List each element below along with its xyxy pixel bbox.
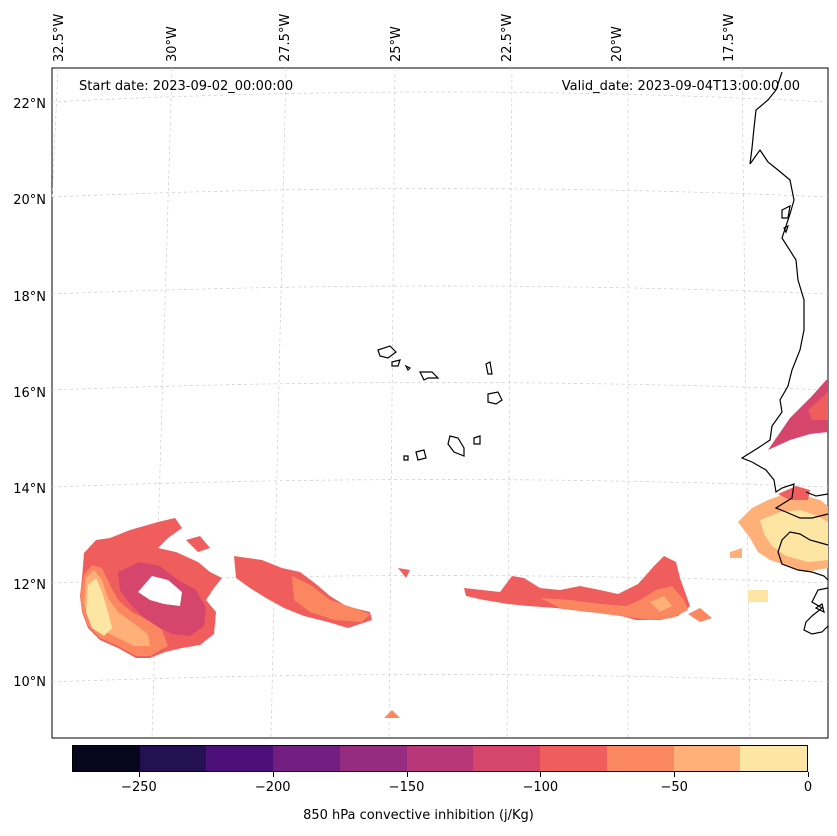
colorbar-tick-label: −150 — [388, 780, 425, 795]
valid-date-label: Valid_date: 2023-09-04T13:00:00.00 — [561, 79, 800, 94]
cin-region-africa-north-a — [808, 392, 828, 420]
colorbar-segment — [540, 746, 607, 771]
lon-label: 17.5°W — [722, 13, 737, 62]
lat-label: 10°N — [13, 675, 46, 690]
colorbar-tick-label: −50 — [660, 780, 688, 795]
lat-label: 22°N — [13, 97, 46, 112]
island-fogo — [415, 449, 427, 461]
colorbar-tick-label: −250 — [121, 780, 157, 795]
colorbar-tick — [406, 772, 408, 777]
cin-contours — [80, 378, 828, 718]
colorbar-tick — [272, 772, 274, 777]
island-santiago — [447, 435, 465, 457]
island-sal — [485, 361, 493, 375]
cin-region-africa-north — [768, 378, 828, 450]
colorbar-tick — [138, 772, 140, 777]
colorbar-segment — [473, 746, 541, 771]
island-sao-vicente — [391, 359, 401, 367]
colorbar-label: 850 hPa convective inhibition (j/Kg) — [303, 808, 534, 823]
start-date-label: Start date: 2023-09-02_00:00:00 — [79, 79, 294, 94]
cin-region-south — [384, 710, 400, 718]
colorbar-segment — [406, 746, 474, 771]
colorbar-segment — [139, 746, 207, 771]
cin-region-africa-south-b — [778, 486, 810, 500]
colorbar-tick-label: 0 — [803, 780, 813, 795]
lat-label: 14°N — [13, 482, 46, 497]
colorbar-segment — [339, 746, 407, 771]
cin-region-central-a — [292, 576, 370, 622]
colorbar-tick-label: −200 — [254, 780, 291, 795]
colorbar-segment — [740, 746, 808, 771]
lat-label: 20°N — [13, 193, 46, 208]
guinea-bissau-coast — [803, 587, 829, 635]
island-brava — [403, 455, 409, 461]
colorbar-tick — [808, 772, 809, 777]
colorbar-tick — [540, 772, 542, 777]
lat-label: 18°N — [13, 290, 46, 305]
cin-region-africa-south-d — [748, 590, 768, 602]
lon-label: 30°W — [165, 26, 180, 62]
colorbar — [72, 745, 808, 772]
island-santo-antao — [377, 345, 397, 359]
lon-label: 32.5°W — [52, 13, 67, 62]
cin-region-east-c — [688, 608, 712, 622]
cin-region-africa-south-a — [760, 510, 828, 562]
island-maio — [473, 435, 481, 445]
cin-region-west-e — [138, 576, 182, 606]
lon-label: 22.5°W — [500, 13, 515, 62]
lon-label: 25°W — [389, 26, 404, 62]
cin-region-west-f — [186, 536, 210, 552]
cin-region-west-c — [86, 578, 112, 636]
africa-coastline — [740, 71, 829, 519]
colorbar-segment — [206, 746, 274, 771]
cin-region-africa-south-c — [730, 548, 742, 558]
africa-coastline-b — [777, 531, 829, 581]
island-santa-luzia — [404, 364, 412, 372]
lon-label: 27.5°W — [278, 13, 293, 62]
colorbar-segment — [606, 746, 674, 771]
island-sao-nicolau — [419, 371, 440, 381]
colorbar-tick — [674, 772, 676, 777]
cin-region-central-b — [398, 568, 410, 578]
island-boa-vista — [487, 391, 503, 405]
cin-region-east-b — [650, 596, 672, 612]
colorbar-segment — [673, 746, 741, 771]
lat-label: 12°N — [13, 578, 46, 593]
lon-label: 20°W — [610, 26, 625, 62]
cin-region-east-a — [540, 586, 688, 620]
colorbar-segment — [73, 746, 140, 771]
coastlines — [377, 71, 829, 635]
colorbar-segment — [273, 746, 340, 771]
colorbar-tick-label: −100 — [522, 780, 559, 795]
lat-label: 16°N — [13, 386, 46, 401]
